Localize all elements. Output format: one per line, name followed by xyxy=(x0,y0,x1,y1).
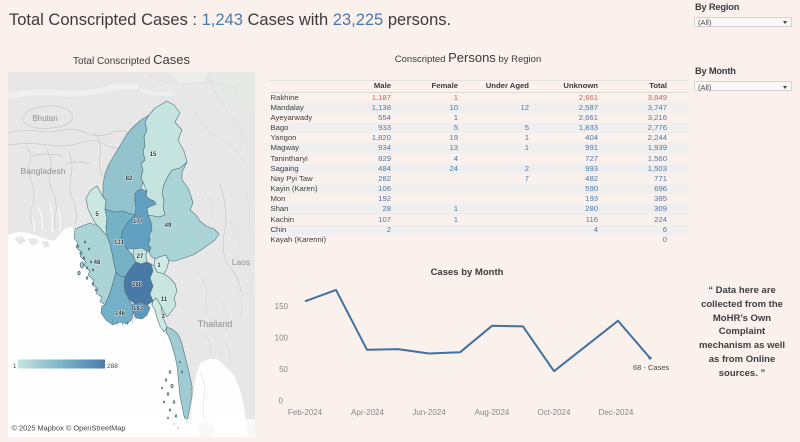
svg-text:3: 3 xyxy=(161,314,165,320)
svg-text:11: 11 xyxy=(161,297,168,303)
svg-text:Aug-2024: Aug-2024 xyxy=(475,408,510,417)
svg-text:183: 183 xyxy=(133,306,144,312)
svg-text:177: 177 xyxy=(133,219,144,225)
svg-text:Jun-2024: Jun-2024 xyxy=(412,408,446,417)
svg-text:82: 82 xyxy=(126,176,133,182)
svg-text:Dec-2024: Dec-2024 xyxy=(599,408,634,417)
svg-text:Laos: Laos xyxy=(232,257,250,267)
svg-text:288: 288 xyxy=(132,282,143,288)
svg-text:27: 27 xyxy=(137,254,144,260)
svg-text:1: 1 xyxy=(13,363,17,370)
svg-text:100: 100 xyxy=(275,334,289,343)
svg-text:Bhutan: Bhutan xyxy=(32,114,57,123)
svg-text:146: 146 xyxy=(115,311,126,317)
svg-text:1: 1 xyxy=(157,263,161,269)
svg-text:Feb-2024: Feb-2024 xyxy=(288,408,323,417)
svg-text:0: 0 xyxy=(279,397,284,406)
svg-text:5: 5 xyxy=(95,212,99,218)
svg-text:288: 288 xyxy=(107,363,118,370)
svg-text:49: 49 xyxy=(165,223,172,229)
svg-text:150: 150 xyxy=(275,302,289,311)
svg-text:48: 48 xyxy=(94,260,101,266)
svg-text:Thailand: Thailand xyxy=(198,319,233,329)
svg-text:Apr-2024: Apr-2024 xyxy=(351,408,384,417)
svg-text:15: 15 xyxy=(150,152,157,158)
svg-text:© 2025 Mapbox © OpenStreetMap: © 2025 Mapbox © OpenStreetMap xyxy=(12,424,126,433)
svg-text:68 - Cases: 68 - Cases xyxy=(633,363,670,372)
svg-text:Bangladesh: Bangladesh xyxy=(21,166,66,176)
svg-text:50: 50 xyxy=(279,365,288,374)
svg-text:131: 131 xyxy=(114,240,125,246)
svg-text:Oct-2024: Oct-2024 xyxy=(538,408,571,417)
